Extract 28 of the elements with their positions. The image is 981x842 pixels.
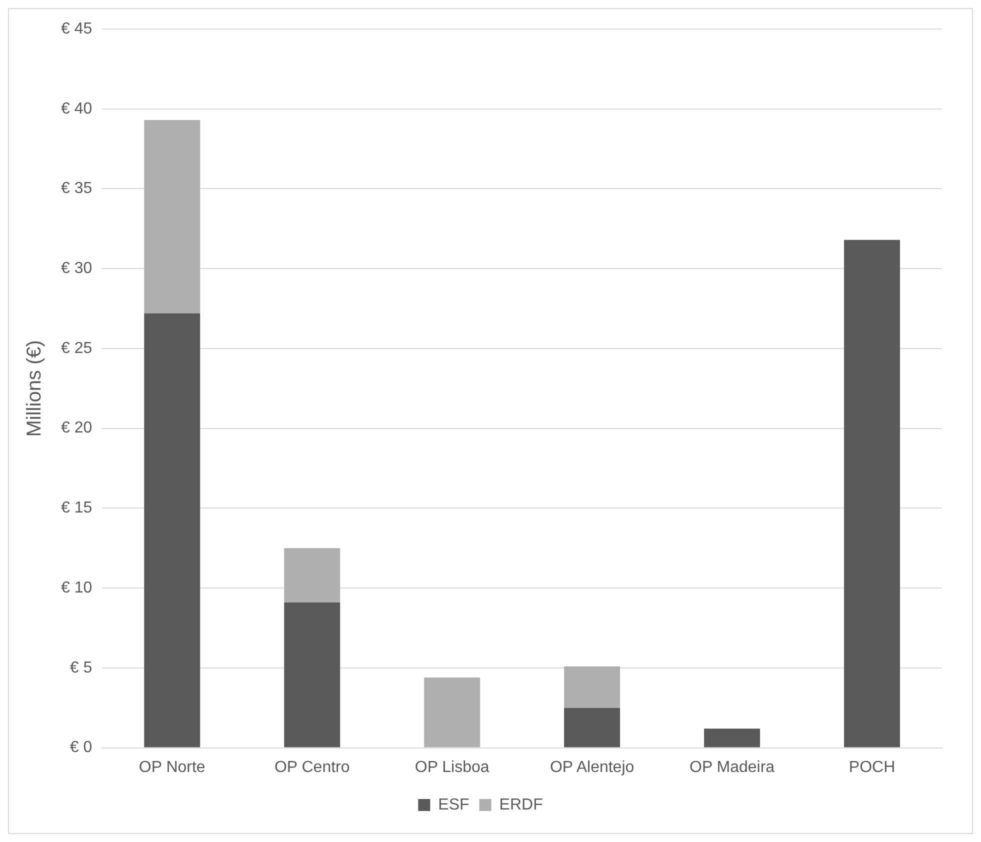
x-tick-label: POCH [848,758,896,776]
y-tick-label: € 20 [61,420,92,437]
y-tick-label: € 10 [61,579,92,596]
bar [144,120,200,314]
y-tick-label: € 45 [61,20,92,38]
x-tick-label: OP Alentejo [550,758,634,776]
bar [704,728,760,748]
x-tick-label: OP Madeira [689,758,775,776]
y-tick-label: € 15 [61,500,92,517]
x-tick-label: OP Norte [138,758,206,776]
bar [284,548,340,602]
bar [144,313,200,748]
y-tick-label: € 35 [61,180,92,198]
y-axis-title: Millions (€) [24,340,46,437]
y-tick-label: € 0 [70,739,92,756]
y-tick-label: € 30 [61,260,92,278]
legend-label: ESF [438,796,470,814]
x-tick-label: OP Lisboa [414,758,490,776]
bar [564,708,620,748]
bar [844,240,900,748]
y-tick-label: € 5 [70,659,92,676]
bar [284,602,340,748]
y-tick-label: € 40 [61,100,92,118]
x-tick-label: OP Centro [274,758,350,776]
bar [564,666,620,708]
bar [424,678,480,748]
y-tick-label: € 25 [61,340,92,357]
legend-label: ERDF [499,796,544,814]
